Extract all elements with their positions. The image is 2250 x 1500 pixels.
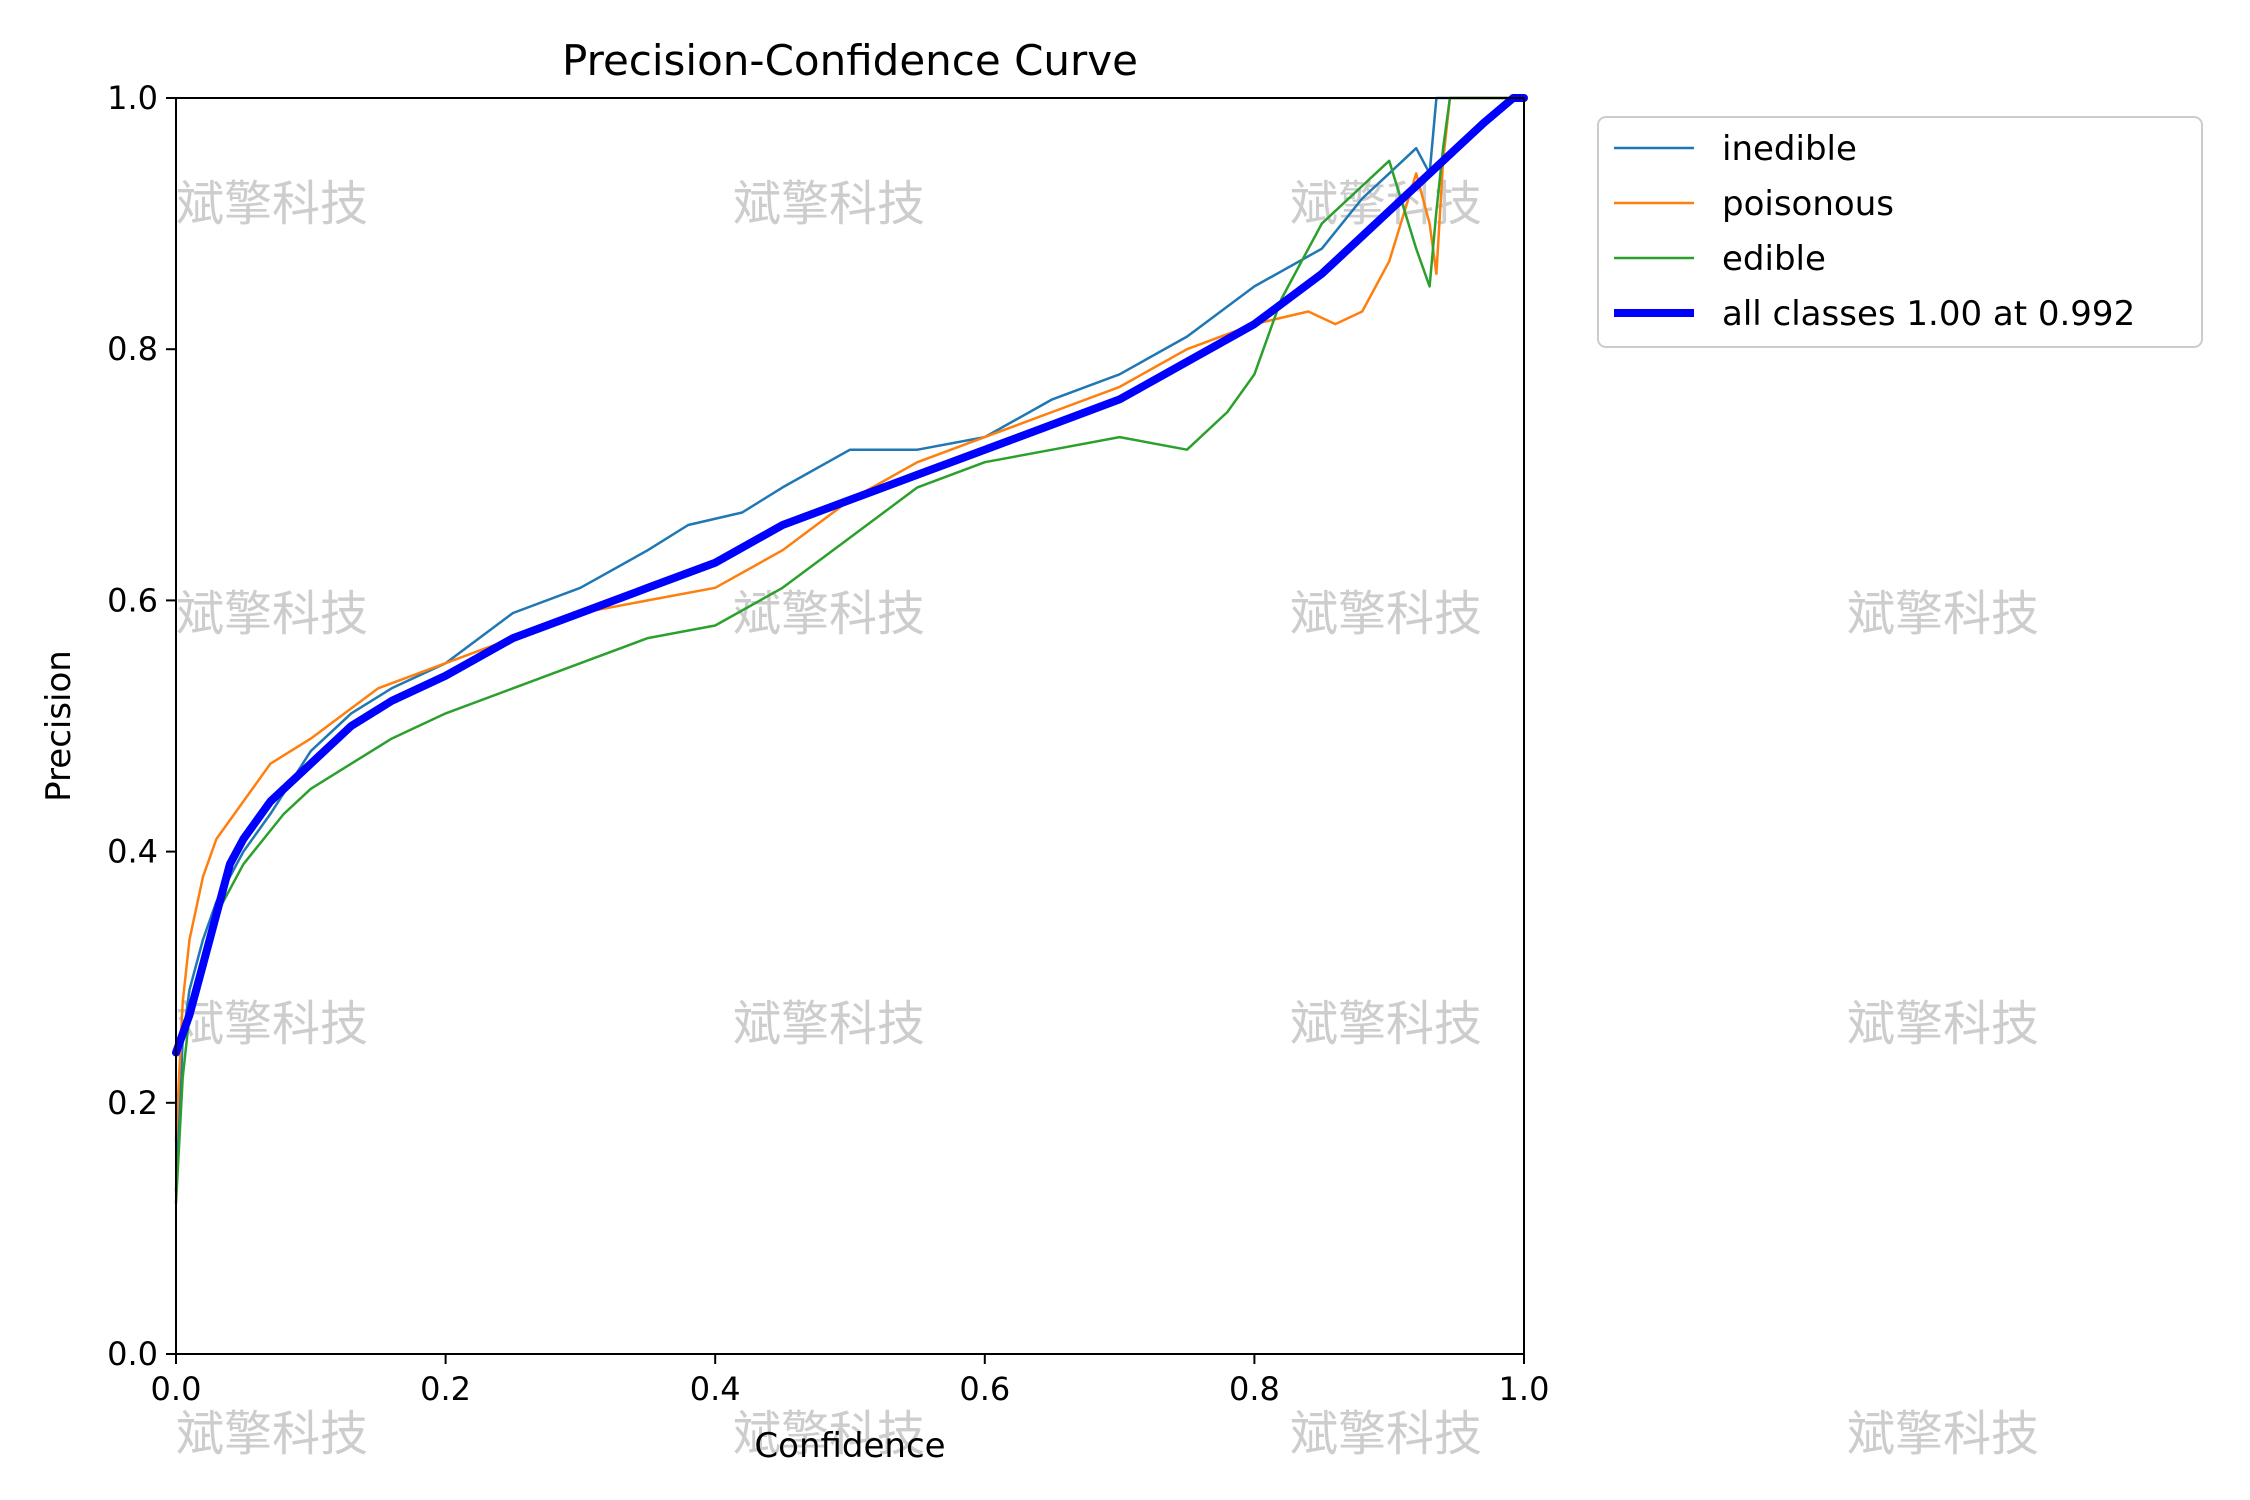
watermark-text: 斌擎科技 [733, 996, 925, 1052]
watermark-text: 斌擎科技 [176, 176, 368, 232]
chart-title: Precision-Confidence Curve [562, 36, 1138, 85]
watermark-text: 斌擎科技 [176, 996, 368, 1052]
watermark-text: 斌擎科技 [733, 586, 925, 642]
y-tick-label: 0.0 [107, 1335, 158, 1373]
y-tick-label: 0.8 [107, 330, 158, 368]
watermark-text: 斌擎科技 [1847, 586, 2039, 642]
y-axis-label: Precision [39, 650, 79, 802]
y-tick-label: 1.0 [107, 79, 158, 117]
watermark-text: 斌擎科技 [1847, 1406, 2039, 1462]
series-line-inedible [174, 96, 1526, 1192]
series-layer [172, 94, 1528, 1205]
series-line-edible [174, 96, 1526, 1205]
watermark-text: 斌擎科技 [1290, 1406, 1482, 1462]
plot-frame [175, 97, 1525, 1355]
watermark-text: 斌擎科技 [176, 1406, 368, 1462]
legend: inedible poisonous edible all classes 1.00 … [1597, 116, 2203, 348]
series-line-all-classes [172, 94, 1528, 1057]
y-tick-label: 0.4 [107, 833, 158, 871]
watermark-text: 斌擎科技 [1290, 996, 1482, 1052]
watermark-text: 斌擎科技 [1290, 176, 1482, 232]
legend-box [1597, 116, 2203, 348]
x-tick-label: 1.0 [1499, 1370, 1550, 1408]
legend-label-inedible: inedible [1722, 129, 1857, 169]
x-tick-label: 0.4 [690, 1370, 741, 1408]
x-axis-label: Confidence [754, 1426, 945, 1466]
x-axis: 0.0 0.2 0.4 0.6 0.8 1.0 [151, 1354, 1550, 1408]
x-tick-label: 0.6 [959, 1370, 1010, 1408]
x-tick-label: 0.0 [151, 1370, 202, 1408]
legend-label-all-classes: all classes 1.00 at 0.992 [1722, 294, 2135, 334]
x-tick-label: 0.2 [420, 1370, 471, 1408]
legend-label-edible: edible [1722, 239, 1826, 279]
watermark-text: 斌擎科技 [1847, 996, 2039, 1052]
watermark-text: 斌擎科技 [1290, 586, 1482, 642]
x-tick-label: 0.8 [1229, 1370, 1280, 1408]
watermark-text: 斌擎科技 [733, 1406, 925, 1462]
y-tick-label: 0.6 [107, 581, 158, 619]
watermark-text: 斌擎科技 [733, 176, 925, 232]
y-tick-label: 0.2 [107, 1084, 158, 1122]
watermark-text: 斌擎科技 [176, 586, 368, 642]
legend-label-poisonous: poisonous [1722, 184, 1894, 224]
y-axis: 0.0 0.2 0.4 0.6 0.8 1.0 [107, 79, 176, 1373]
